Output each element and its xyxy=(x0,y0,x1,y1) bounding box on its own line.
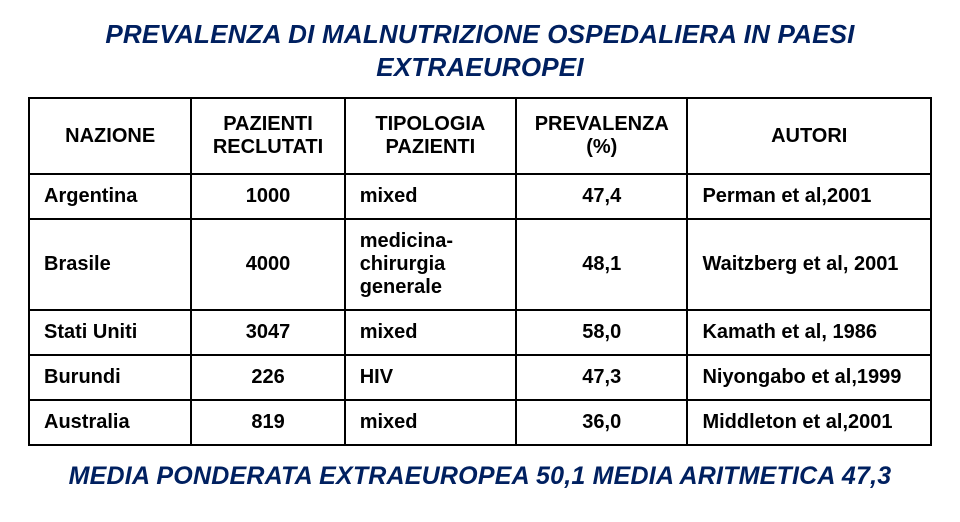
table-row: Burundi 226 HIV 47,3 Niyongabo et al,199… xyxy=(29,355,931,400)
cell-author: Perman et al,2001 xyxy=(687,174,931,219)
table-row: Brasile 4000 medicina- chirurgia general… xyxy=(29,219,931,310)
cell-prev: 36,0 xyxy=(516,400,687,445)
prevalence-table: NAZIONE PAZIENTI RECLUTATI TIPOLOGIA PAZ… xyxy=(28,97,932,446)
cell-type: medicina- chirurgia generale xyxy=(345,219,516,310)
title-line-1: PREVALENZA DI MALNUTRIZIONE OSPEDALIERA … xyxy=(105,19,854,49)
col-tipologia-pazienti: TIPOLOGIA PAZIENTI xyxy=(345,98,516,174)
table-row: Australia 819 mixed 36,0 Middleton et al… xyxy=(29,400,931,445)
cell-prev: 47,3 xyxy=(516,355,687,400)
col-label: TIPOLOGIA xyxy=(375,113,485,135)
cell-n: 819 xyxy=(191,400,344,445)
cell-nation: Australia xyxy=(29,400,191,445)
slide-title: PREVALENZA DI MALNUTRIZIONE OSPEDALIERA … xyxy=(28,18,932,83)
cell-nation: Brasile xyxy=(29,219,191,310)
col-label: (%) xyxy=(586,136,617,158)
title-line-2: EXTRAEUROPEI xyxy=(376,52,584,82)
cell-type: HIV xyxy=(345,355,516,400)
cell-type: mixed xyxy=(345,400,516,445)
cell-author: Kamath et al, 1986 xyxy=(687,310,931,355)
table-body: Argentina 1000 mixed 47,4 Perman et al,2… xyxy=(29,174,931,445)
cell-type: mixed xyxy=(345,310,516,355)
cell-n: 3047 xyxy=(191,310,344,355)
cell-type-line: medicina- xyxy=(360,230,453,252)
cell-type-line: generale xyxy=(360,276,442,298)
table-row: Stati Uniti 3047 mixed 58,0 Kamath et al… xyxy=(29,310,931,355)
cell-author: Niyongabo et al,1999 xyxy=(687,355,931,400)
col-label: NAZIONE xyxy=(65,125,155,147)
cell-type: mixed xyxy=(345,174,516,219)
cell-n: 226 xyxy=(191,355,344,400)
col-label: PAZIENTI xyxy=(223,113,313,135)
cell-nation: Argentina xyxy=(29,174,191,219)
col-autori: AUTORI xyxy=(687,98,931,174)
cell-prev: 48,1 xyxy=(516,219,687,310)
col-label: RECLUTATI xyxy=(213,136,323,158)
cell-nation: Stati Uniti xyxy=(29,310,191,355)
col-nazione: NAZIONE xyxy=(29,98,191,174)
cell-author: Middleton et al,2001 xyxy=(687,400,931,445)
footer-summary: MEDIA PONDERATA EXTRAEUROPEA 50,1 MEDIA … xyxy=(28,462,932,491)
col-label: AUTORI xyxy=(771,125,847,147)
col-prevalenza: PREVALENZA (%) xyxy=(516,98,687,174)
cell-prev: 58,0 xyxy=(516,310,687,355)
table-row: Argentina 1000 mixed 47,4 Perman et al,2… xyxy=(29,174,931,219)
table-header-row: NAZIONE PAZIENTI RECLUTATI TIPOLOGIA PAZ… xyxy=(29,98,931,174)
cell-author: Waitzberg et al, 2001 xyxy=(687,219,931,310)
col-label: PREVALENZA xyxy=(535,113,669,135)
col-label: PAZIENTI xyxy=(386,136,476,158)
cell-type-line: chirurgia xyxy=(360,253,446,275)
cell-prev: 47,4 xyxy=(516,174,687,219)
col-pazienti-reclutati: PAZIENTI RECLUTATI xyxy=(191,98,344,174)
cell-n: 1000 xyxy=(191,174,344,219)
cell-n: 4000 xyxy=(191,219,344,310)
cell-nation: Burundi xyxy=(29,355,191,400)
